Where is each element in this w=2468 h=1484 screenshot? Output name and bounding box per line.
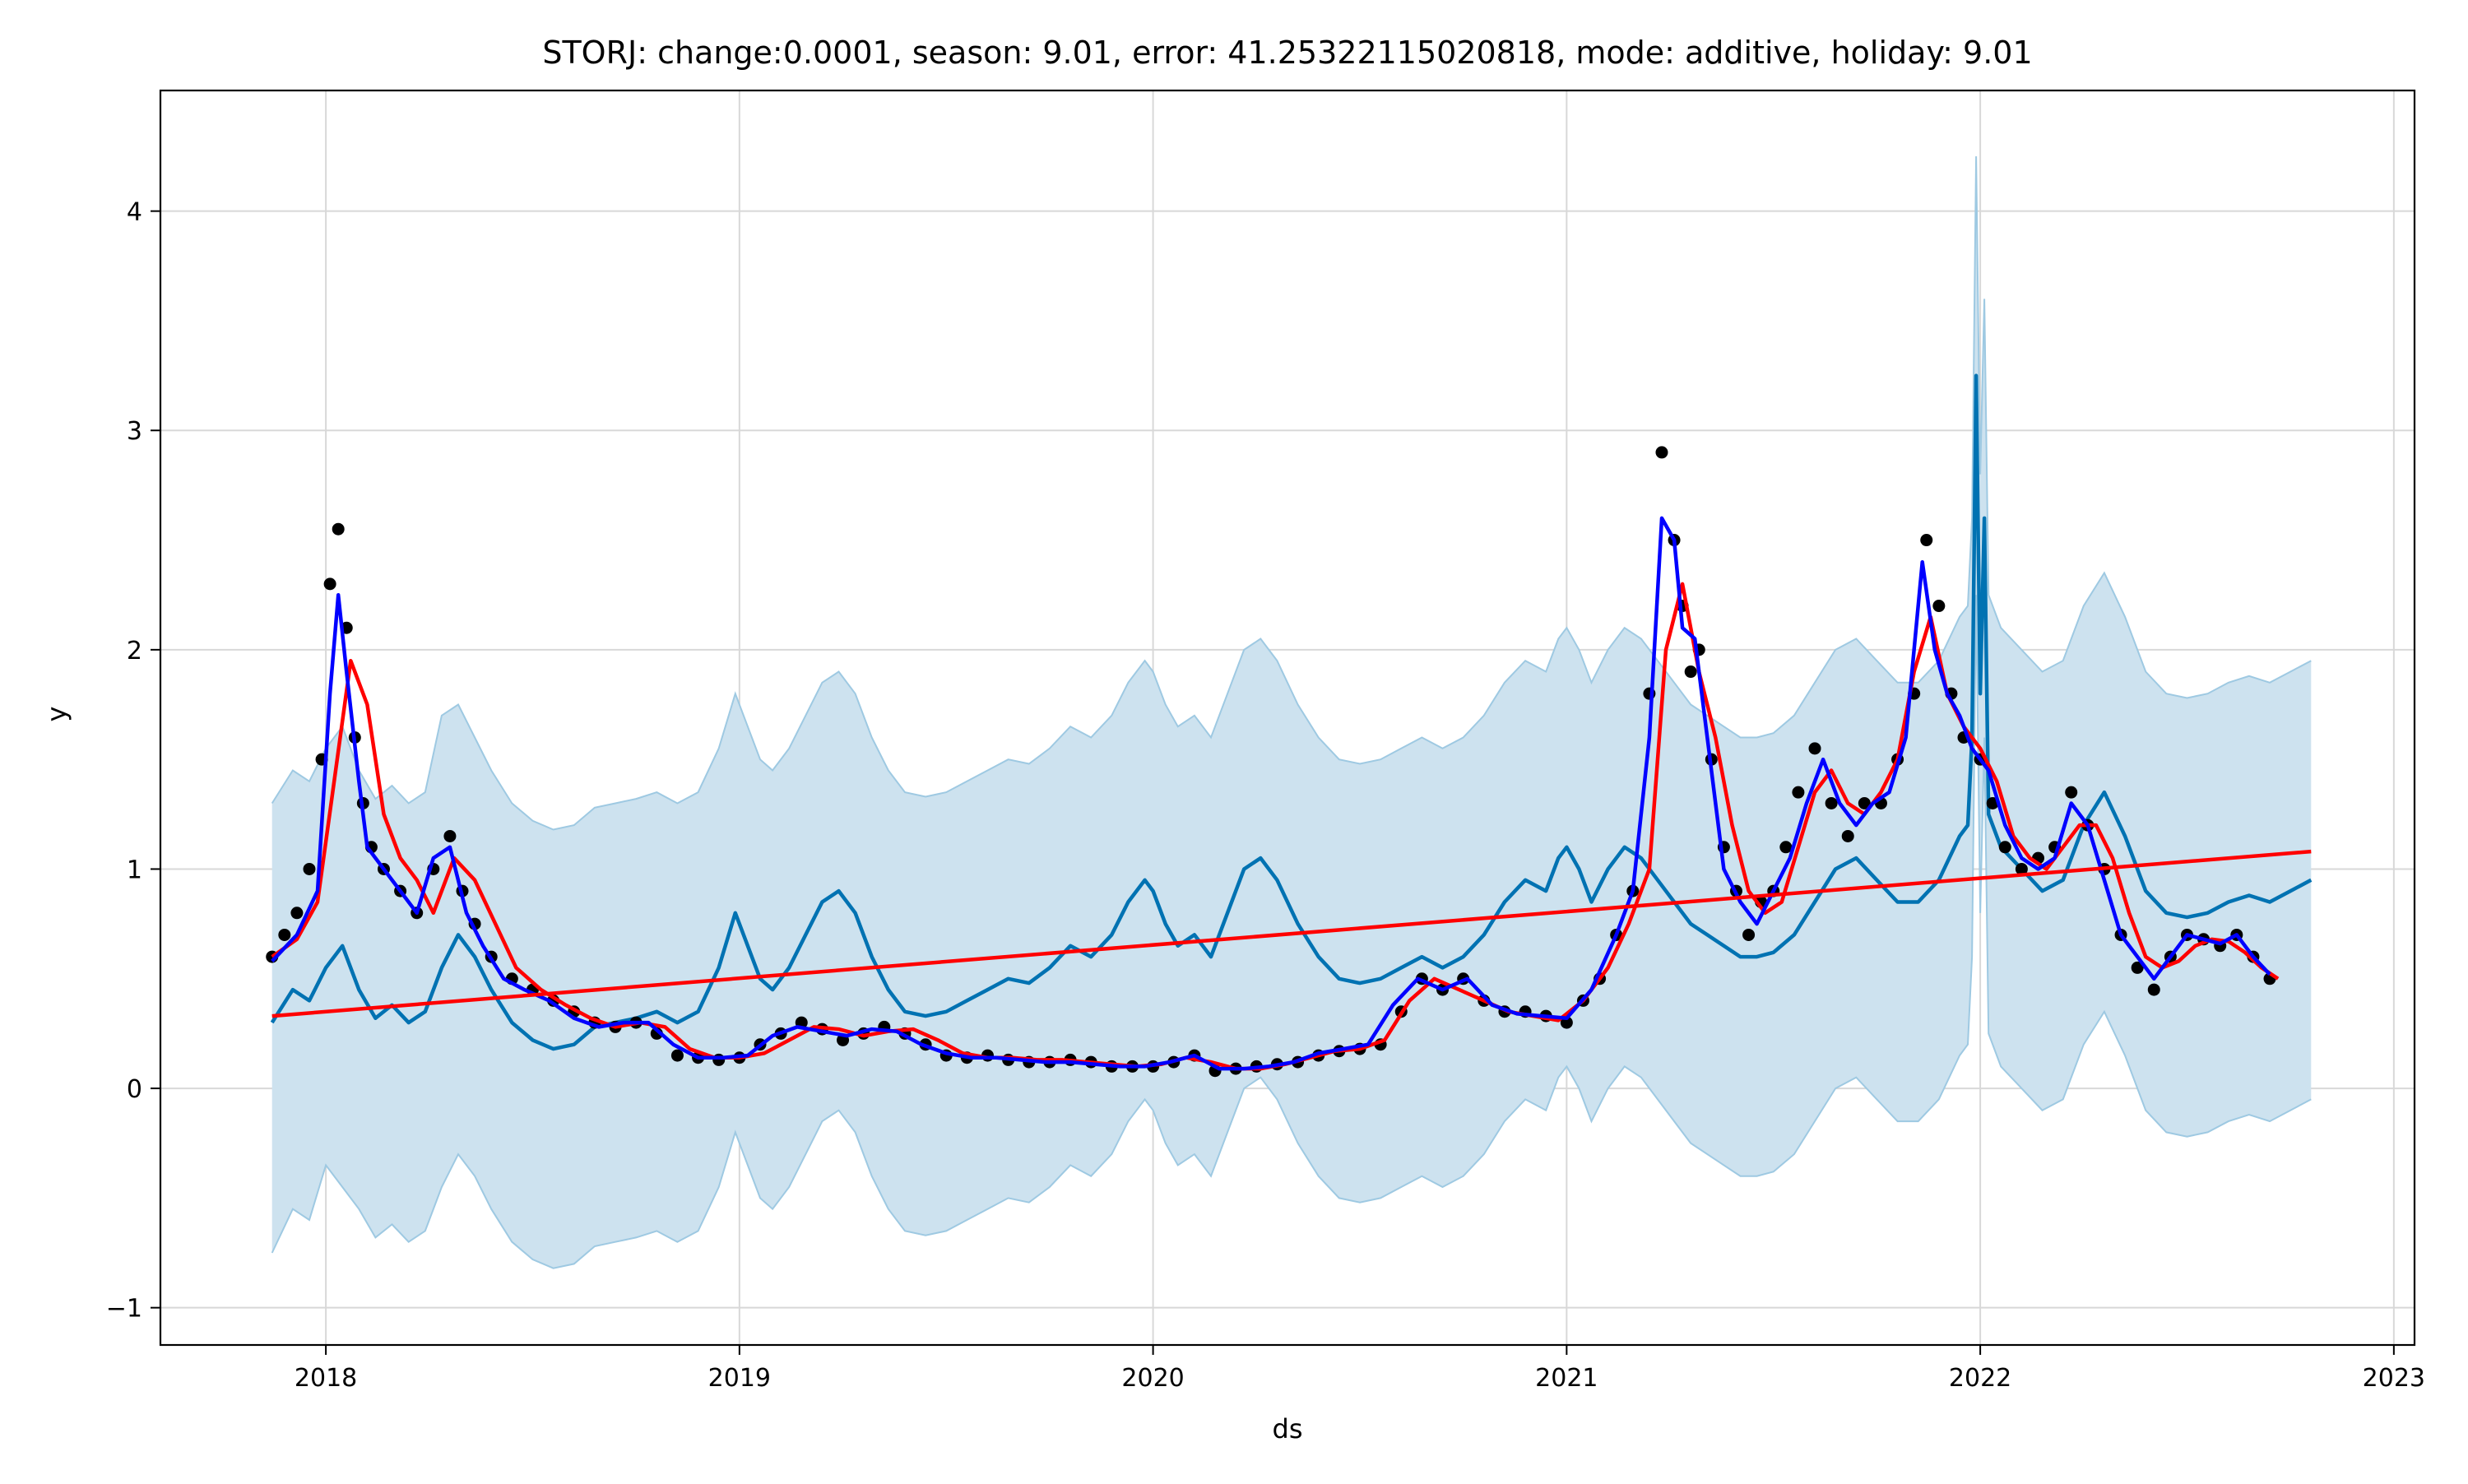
observed-point (712, 1053, 726, 1066)
moving-average-fast-line (271, 516, 2271, 1071)
moving-average-layer (271, 516, 2280, 1071)
x-tick-label: 2022 (1949, 1364, 2011, 1393)
observed-point (1655, 446, 1668, 459)
observed-point (1825, 796, 1838, 809)
observed-point (1858, 796, 1871, 809)
y-tick-label: 4 (127, 198, 142, 227)
plot-area-frame (159, 89, 2416, 1347)
x-axis: 2018 2019 2020 2021 2022 2023 (295, 1345, 2425, 1393)
y-axis: −1 0 1 2 3 4 (106, 198, 160, 1324)
observed-point (2147, 983, 2160, 996)
observed-point (443, 829, 457, 842)
uncertainty-upper-edge (271, 155, 2312, 831)
observed-point (1841, 829, 1854, 842)
x-tick-label: 2020 (1121, 1364, 1184, 1393)
x-tick-label: 2018 (295, 1364, 357, 1393)
observed-point (2065, 786, 2078, 799)
observed-point (1792, 786, 1805, 799)
observed-point (332, 522, 345, 536)
observed-point (1932, 600, 1946, 613)
x-tick-label: 2019 (708, 1364, 771, 1393)
observed-point (1684, 665, 1697, 679)
observed-point (1998, 841, 2011, 854)
trend-line (271, 849, 2312, 1018)
observed-point (1742, 928, 1756, 941)
moving-average-slow-line (271, 582, 2280, 1071)
x-axis-label: ds (1273, 1413, 1303, 1445)
observed-point (278, 928, 291, 941)
y-tick-label: 1 (127, 856, 142, 884)
observed-point (290, 907, 304, 920)
observed-point (303, 862, 316, 875)
x-tick-label: 2021 (1535, 1364, 1598, 1393)
observed-point (2015, 862, 2028, 875)
x-tick-label: 2023 (2363, 1364, 2425, 1393)
observed-point (1779, 841, 1793, 854)
uncertainty-band (271, 156, 2312, 1268)
chart-title: STORJ: change:0.0001, season: 9.01, erro… (542, 35, 2032, 71)
observed-point (323, 577, 336, 591)
observed-point (670, 1049, 684, 1062)
y-tick-label: 2 (127, 637, 142, 665)
y-tick-label: 3 (127, 417, 142, 446)
observed-point (1920, 534, 1933, 547)
y-axis-label: y (41, 707, 72, 722)
uncertainty-lower-edge (271, 595, 2312, 1269)
uncertainty-band-layer (271, 155, 2312, 1269)
observed-point (2131, 961, 2144, 974)
observed-point (1808, 742, 1821, 755)
trend-line-layer (271, 849, 2312, 1018)
y-tick-label: −1 (106, 1295, 142, 1324)
y-tick-label: 0 (127, 1075, 142, 1104)
